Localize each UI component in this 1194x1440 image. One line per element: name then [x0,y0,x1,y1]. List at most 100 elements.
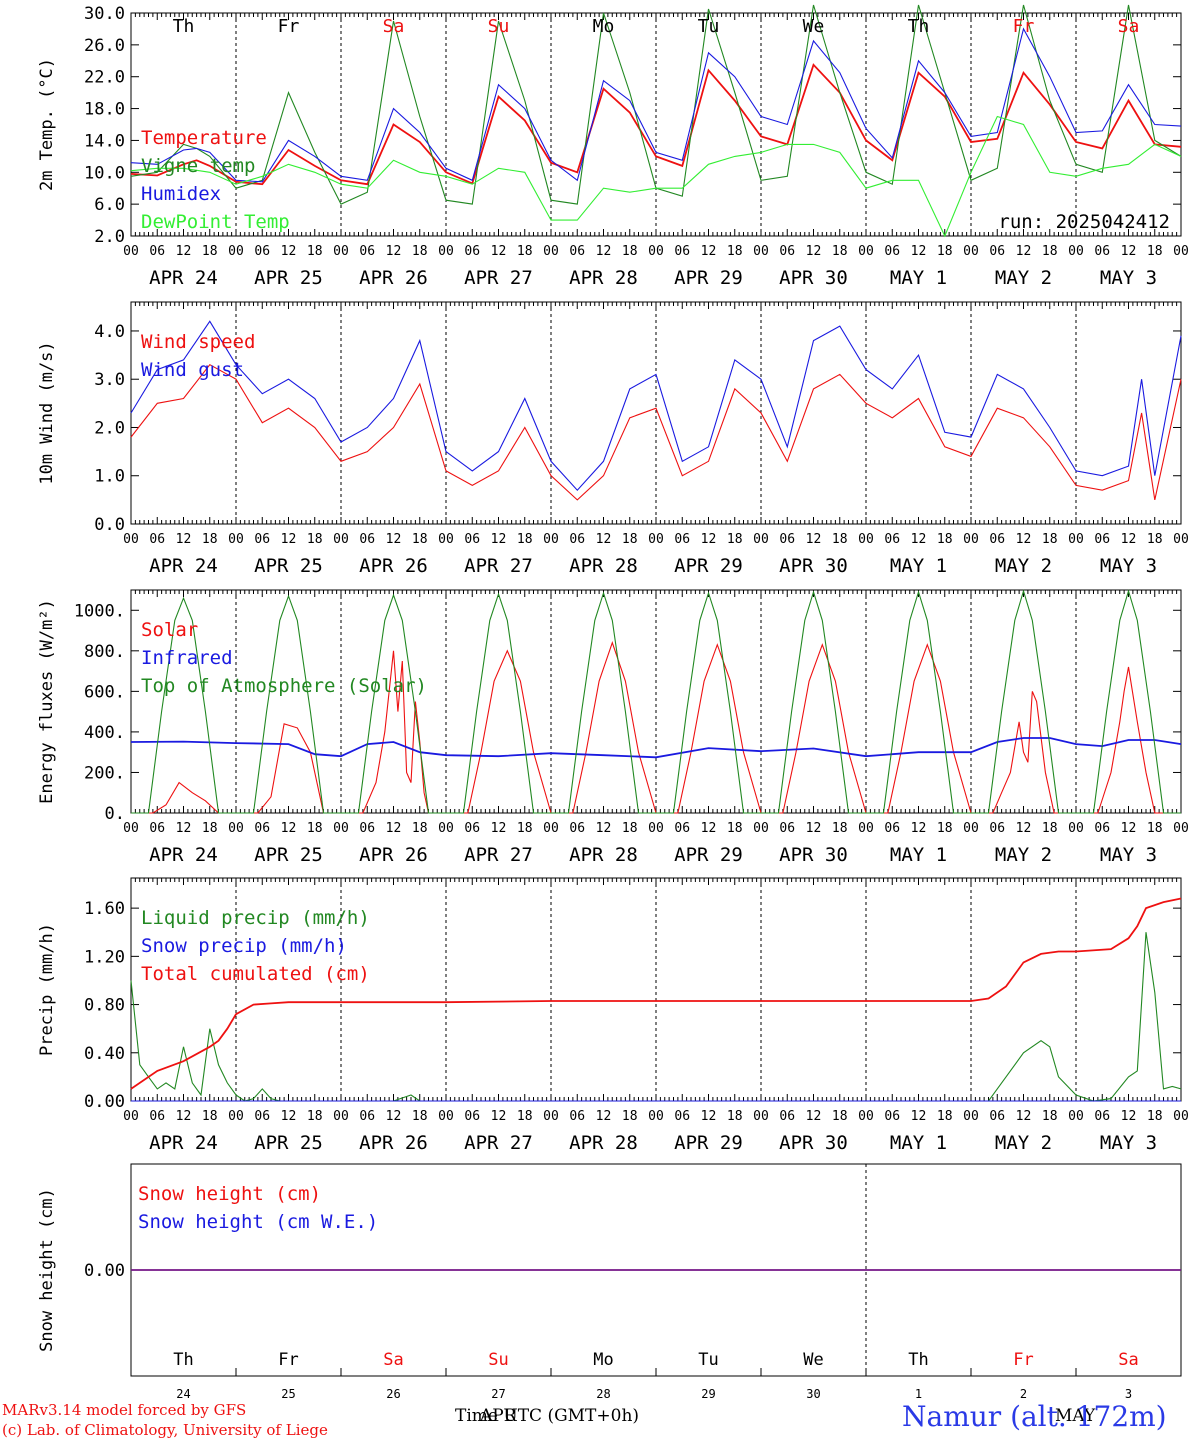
hour-tick-label: 06 [674,532,690,547]
hour-tick-label: 00 [228,1109,244,1124]
plot-frame [130,589,1182,814]
hour-tick-label: 00 [858,532,874,547]
hour-tick-label: 12 [491,532,507,547]
weekday-label-top: Mo [593,16,615,37]
hour-tick-label: 18 [202,821,218,836]
hour-tick-label: 06 [569,532,585,547]
hour-tick-label: 06 [1094,821,1110,836]
hour-tick-label: 12 [596,532,612,547]
hour-tick-label: 06 [464,532,480,547]
y-tick-label: 400. [84,723,125,743]
hour-tick-label: 06 [254,532,270,547]
hour-tick-label: 12 [911,1109,927,1124]
hour-tick-label: 18 [832,1109,848,1124]
date-label: APR 29 [674,267,743,289]
hour-tick-label: 06 [254,244,270,259]
hour-tick-label: 12 [176,1109,192,1124]
y-axis-label: 10m Wind (m/s) [37,341,57,484]
legend-entry: Snow height (cm) [138,1183,321,1205]
hour-tick-label: 18 [727,244,743,259]
hour-tick-label: 06 [884,532,900,547]
date-label: APR 27 [464,555,533,577]
hour-tick-label: 18 [727,532,743,547]
hour-tick-label: 12 [386,821,402,836]
hour-tick-label: 12 [491,1109,507,1124]
legend-entry: Wind speed [141,331,255,353]
weekday-label-top: Sa [1118,16,1140,37]
weekday-label-top: We [803,16,825,37]
y-tick-label: 200. [84,763,125,783]
hour-tick-label: 00 [963,1109,979,1124]
hour-tick-label: 00 [123,532,139,547]
hour-tick-label: 00 [963,244,979,259]
hour-tick-label: 06 [149,1109,165,1124]
day-number-label: 24 [176,1387,190,1401]
hour-tick-label: 12 [596,244,612,259]
weekday-label: Fr [278,1350,298,1370]
hour-tick-label: 06 [779,821,795,836]
hour-tick-label: 00 [858,244,874,259]
hour-tick-label: 00 [333,1109,349,1124]
hour-tick-label: 06 [569,244,585,259]
y-tick-label: 10.0 [84,163,125,183]
date-label: APR 27 [464,844,533,866]
day-number-label: 25 [281,1387,295,1401]
hour-tick-label: 12 [1121,821,1137,836]
hour-tick-label: 18 [1147,532,1163,547]
hour-tick-label: 18 [307,244,323,259]
date-label: APR 26 [359,555,428,577]
hour-tick-label: 12 [176,244,192,259]
legend-entry: Liquid precip (mm/h) [141,907,370,929]
model-label: MARv3.14 model forced by GFS [2,1401,247,1419]
date-label: APR 30 [779,267,848,289]
hour-tick-label: 00 [438,532,454,547]
run-label: run: 2025042412 [998,211,1170,233]
date-label: MAY 3 [1100,555,1157,577]
hour-tick-label: 12 [806,1109,822,1124]
y-tick-label: 2.0 [94,227,125,247]
y-tick-label: 18.0 [84,100,125,120]
hour-tick-label: 18 [622,1109,638,1124]
hour-tick-label: 06 [779,1109,795,1124]
hour-tick-label: 06 [989,532,1005,547]
hour-tick-label: 06 [779,532,795,547]
day-number-label: 28 [596,1387,610,1401]
hour-tick-label: 06 [779,244,795,259]
y-tick-label: 0.0 [94,515,125,535]
day-number-label: 3 [1125,1387,1132,1401]
hour-tick-label: 18 [1042,821,1058,836]
date-label: MAY 1 [890,1132,947,1154]
hour-tick-label: 00 [1068,532,1084,547]
hour-tick-label: 18 [307,1109,323,1124]
hour-tick-label: 00 [123,821,139,836]
hour-tick-label: 18 [832,821,848,836]
date-label: APR 26 [359,1132,428,1154]
date-label: APR 25 [254,555,323,577]
hour-tick-label: 12 [1121,1109,1137,1124]
weekday-label-top: Tu [698,16,720,37]
hour-tick-label: 06 [884,244,900,259]
legend-entry: Total cumulated (cm) [141,963,370,985]
hour-tick-label: 18 [202,532,218,547]
lab-credit: (c) Lab. of Climatology, University of L… [2,1421,328,1439]
hour-tick-label: 12 [701,1109,717,1124]
y-tick-label: 4.0 [94,322,125,342]
day-number-label: 27 [491,1387,505,1401]
hour-tick-label: 18 [412,821,428,836]
hour-tick-label: 12 [1016,1109,1032,1124]
weekday-label: Sa [1118,1350,1138,1370]
day-number-label: 26 [386,1387,400,1401]
y-tick-label: 800. [84,642,125,662]
hour-tick-label: 00 [228,821,244,836]
month-label-may: MAY [1055,1406,1096,1426]
hour-tick-label: 12 [806,532,822,547]
y-axis-label: Snow height (cm) [37,1188,57,1352]
hour-tick-label: 06 [464,821,480,836]
hour-tick-label: 06 [254,821,270,836]
hour-tick-label: 00 [858,821,874,836]
y-tick-label: 1.20 [84,947,125,967]
hour-tick-label: 06 [464,1109,480,1124]
hour-tick-label: 00 [1173,244,1189,259]
day-number-label: 30 [806,1387,820,1401]
